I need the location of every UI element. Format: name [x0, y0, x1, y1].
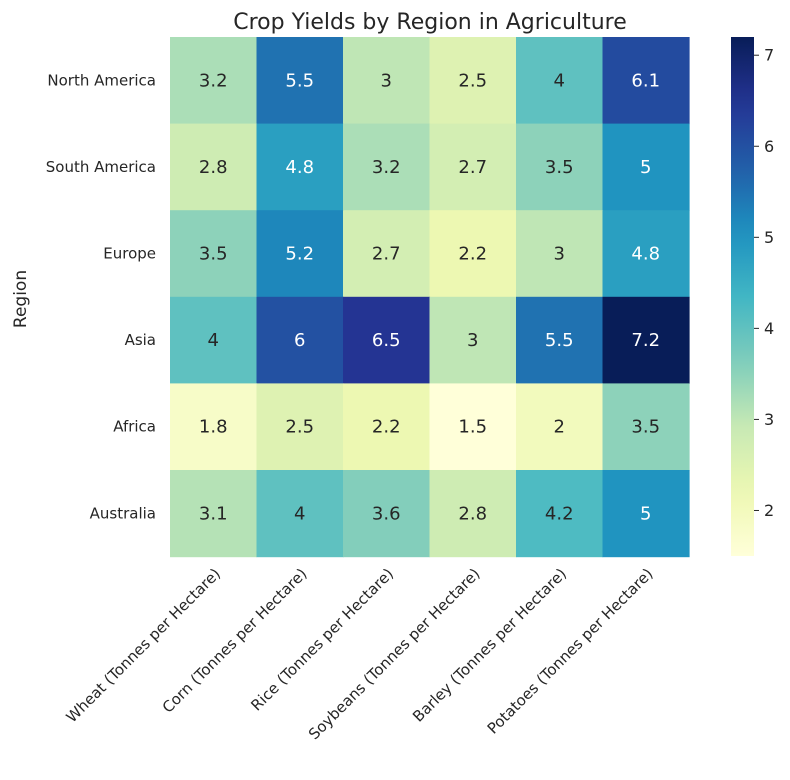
row-label: Africa	[113, 418, 156, 436]
heatmap-cell	[343, 37, 431, 125]
heatmap-cell	[516, 296, 604, 384]
heatmap-cell	[343, 210, 431, 298]
heatmap-cell	[429, 383, 517, 471]
heatmap-cell	[256, 210, 344, 298]
cell-value-label: 6	[294, 330, 305, 351]
heatmap-cell	[602, 296, 690, 384]
heatmap-cell	[170, 383, 258, 471]
heatmap-cell	[170, 296, 258, 384]
cell-value-label: 6.5	[372, 330, 401, 351]
heatmap-cell	[602, 123, 690, 211]
cell-value-label: 5.5	[545, 330, 574, 351]
heatmap-cell	[516, 470, 604, 558]
heatmap-cells: 3.2 5.5 3 2.5 4 6.1 2.8 4.8 3.2 2.7 3.5 5 3.5 5.2 2.7 2…	[170, 37, 690, 558]
colorbar-tick-label: 3	[764, 410, 774, 429]
column-label: Corn (Tonnes per Hectare)	[159, 565, 311, 717]
heatmap-cell	[516, 383, 604, 471]
heatmap-cell	[343, 383, 431, 471]
heatmap-cell	[170, 470, 258, 558]
row-label: Europe	[103, 245, 156, 263]
heatmap-cell	[429, 470, 517, 558]
cell-value-label: 2	[554, 417, 565, 438]
cell-value-label: 3.6	[372, 503, 401, 524]
cell-value-label: 4.2	[545, 503, 574, 524]
heatmap-cell	[343, 296, 431, 384]
cell-value-label: 1.8	[199, 417, 228, 438]
cell-value-label: 2.2	[458, 244, 487, 265]
colorbar-tick-label: 6	[764, 137, 774, 156]
colorbar-tick-label: 7	[764, 46, 774, 65]
row-label: North America	[47, 71, 156, 89]
colorbar: 2 3 4 5 6 7	[731, 37, 774, 556]
heatmap-cell	[429, 123, 517, 211]
cell-value-label: 3	[467, 330, 478, 351]
cell-value-label: 4	[208, 330, 219, 351]
cell-value-label: 6.1	[631, 70, 660, 91]
heatmap-cell	[602, 470, 690, 558]
heatmap-cell	[170, 123, 258, 211]
heatmap-cell	[602, 383, 690, 471]
y-axis-label: Region	[11, 270, 31, 328]
column-label: Potatoes (Tonnes per Hectare)	[484, 565, 657, 738]
cell-value-label: 1.5	[458, 417, 487, 438]
heatmap-cell	[343, 470, 431, 558]
colorbar-gradient	[731, 37, 754, 556]
cell-value-label: 3.1	[199, 503, 228, 524]
heatmap-cell	[170, 37, 258, 125]
heatmap-cell	[516, 37, 604, 125]
row-labels: North America South America Europe Asia Afri…	[46, 71, 156, 522]
cell-value-label: 4	[294, 503, 305, 524]
cell-value-label: 2.5	[458, 70, 487, 91]
heatmap-cell	[256, 296, 344, 384]
heatmap-cell	[516, 123, 604, 211]
column-labels: Wheat (Tonnes per Hectare)Corn (Tonnes p…	[63, 565, 657, 744]
column-label: Rice (Tonnes per Hectare)	[247, 565, 397, 715]
heatmap-cell	[343, 123, 431, 211]
heatmap-cell	[602, 210, 690, 298]
cell-value-label: 3	[554, 244, 565, 265]
colorbar-tick-label: 4	[764, 319, 774, 338]
cell-value-label: 2.8	[458, 503, 487, 524]
cell-value-label: 4.8	[285, 157, 314, 178]
row-label: Australia	[90, 504, 156, 522]
heatmap-cell	[429, 37, 517, 125]
cell-value-label: 5	[640, 503, 651, 524]
column-label: Barley (Tonnes per Hectare)	[409, 565, 570, 726]
chart-title: Crop Yields by Region in Agriculture	[233, 10, 627, 35]
cell-value-label: 2.7	[372, 244, 401, 265]
colorbar-tick-label: 5	[764, 228, 774, 247]
heatmap-cell	[170, 210, 258, 298]
column-label: Soybeans (Tonnes per Hectare)	[305, 565, 484, 744]
heatmap-cell	[429, 210, 517, 298]
cell-value-label: 3.5	[545, 157, 574, 178]
heatmap-cell	[602, 37, 690, 125]
cell-value-label: 7.2	[631, 330, 660, 351]
cell-value-label: 5.2	[285, 244, 314, 265]
cell-value-label: 5	[640, 157, 651, 178]
cell-value-label: 2.8	[199, 157, 228, 178]
cell-value-label: 4.8	[631, 244, 660, 265]
cell-value-label: 3.2	[372, 157, 401, 178]
heatmap-cell	[256, 123, 344, 211]
colorbar-tick-label: 2	[764, 501, 774, 520]
cell-value-label: 2.2	[372, 417, 401, 438]
cell-value-label: 3.5	[631, 417, 660, 438]
cell-value-label: 2.7	[458, 157, 487, 178]
cell-value-label: 4	[554, 70, 565, 91]
row-label: Asia	[125, 331, 156, 349]
heatmap-cell	[516, 210, 604, 298]
heatmap-cell	[256, 383, 344, 471]
cell-value-label: 3.2	[199, 70, 228, 91]
column-label: Wheat (Tonnes per Hectare)	[63, 565, 224, 726]
heatmap-cell	[256, 37, 344, 125]
heatmap-cell	[429, 296, 517, 384]
row-label: South America	[46, 158, 156, 176]
cell-value-label: 3.5	[199, 244, 228, 265]
cell-value-label: 5.5	[285, 70, 314, 91]
heatmap-cell	[256, 470, 344, 558]
cell-value-label: 2.5	[285, 417, 314, 438]
cell-value-label: 3	[381, 70, 392, 91]
